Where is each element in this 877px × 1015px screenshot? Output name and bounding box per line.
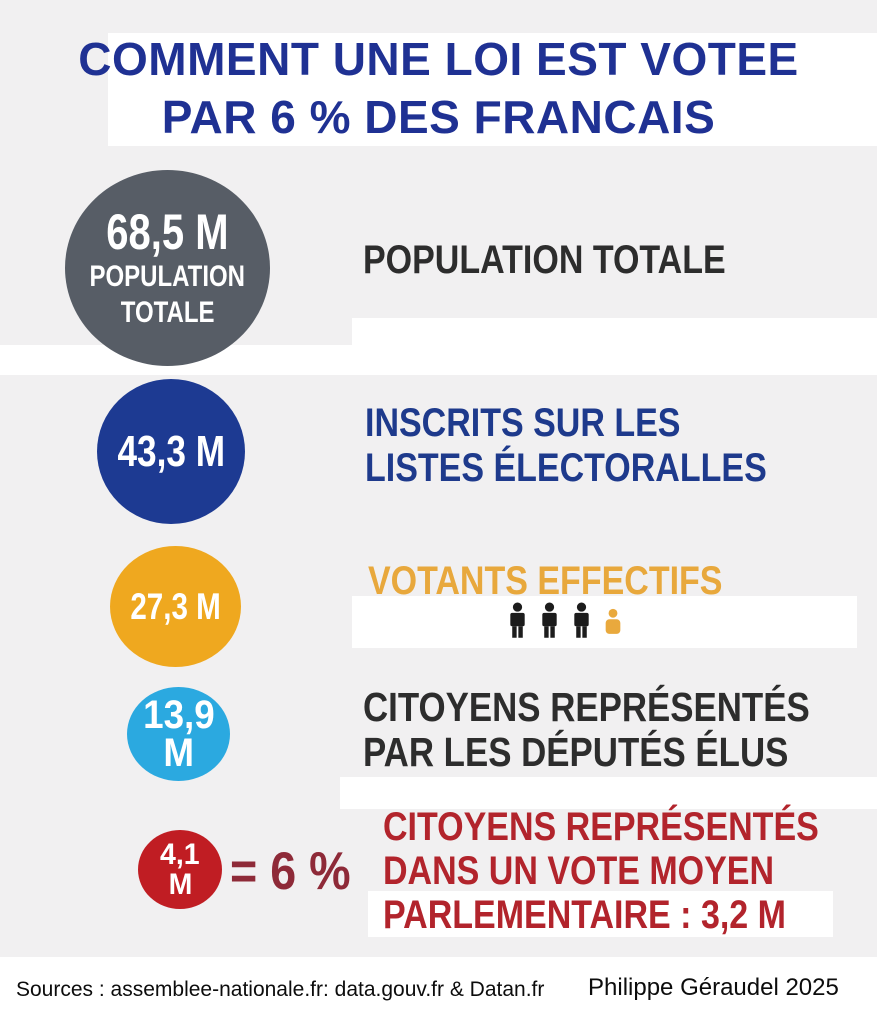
- label-vote-moyen: CITOYENS REPRÉSENTÉS DANS UN VOTE MOYEN …: [383, 805, 819, 937]
- label-line: VOTANTS EFFECTIFS: [368, 559, 723, 603]
- person-icon: [506, 602, 529, 639]
- label-line: DANS UN VOTE MOYEN: [383, 849, 775, 893]
- person-bust-icon: [602, 608, 624, 636]
- circle-value-unit: M: [168, 867, 192, 901]
- label-line: CITOYENS REPRÉSENTÉS: [383, 805, 819, 849]
- background-band: [340, 777, 877, 809]
- circle-value: 68,5 M: [106, 204, 229, 260]
- page-title: COMMENT UNE LOI EST VOTEE PAR 6 % DES FR…: [0, 30, 877, 146]
- circle-vote-moyen: 4,1 M: [138, 830, 222, 909]
- circle-inscrits: 43,3 M: [97, 379, 245, 524]
- label-line: POPULATION TOTALE: [363, 238, 726, 282]
- label-line: PARLEMENTAIRE : 3,2 M: [383, 893, 786, 937]
- footer-background-band: [0, 957, 877, 1015]
- person-icon: [538, 602, 561, 639]
- equals-six-percent: = 6 %: [230, 842, 351, 901]
- background-band: [352, 318, 877, 375]
- background-band: [368, 891, 833, 937]
- voter-icons-group: [506, 602, 624, 639]
- page-title-line1: COMMENT UNE LOI EST VOTEE: [78, 33, 799, 85]
- sources-text: Sources : assemblee-nationale.fr: data.g…: [16, 978, 545, 1001]
- circle-value: 43,3 M: [117, 426, 225, 476]
- label-population-totale: POPULATION TOTALE: [363, 238, 726, 283]
- circle-citoyens-deputes: 13,9 M: [127, 687, 230, 781]
- label-citoyens-deputes: CITOYENS REPRÉSENTÉS PAR LES DÉPUTÉS ÉLU…: [363, 685, 810, 775]
- label-line: LISTES ÉLECTORALLES: [365, 446, 767, 490]
- label-line: PAR LES DÉPUTÉS ÉLUS: [363, 729, 789, 775]
- circle-population-totale: 68,5 M POPULATION TOTALE: [65, 170, 270, 366]
- person-icon: [570, 602, 593, 639]
- page-title-line2: PAR 6 % DES FRANCAIS: [161, 91, 716, 143]
- circle-value: 27,3 M: [130, 585, 221, 627]
- circle-sublabel: TOTALE: [120, 296, 215, 329]
- label-inscrits: INSCRITS SUR LES LISTES ÉLECTORALLES: [365, 401, 767, 491]
- author-credit: Philippe Géraudel 2025: [588, 974, 839, 1001]
- title-background-band: [108, 33, 877, 146]
- circle-value: 4,1: [160, 837, 200, 871]
- label-line: INSCRITS SUR LES: [365, 401, 681, 445]
- label-votants: VOTANTS EFFECTIFS: [368, 559, 722, 604]
- circle-votants: 27,3 M: [110, 546, 241, 667]
- circle-value-unit: M: [163, 731, 194, 775]
- circle-sublabel: POPULATION: [89, 260, 246, 293]
- circle-value: 13,9: [142, 693, 215, 737]
- background-band: [352, 596, 857, 648]
- label-line: CITOYENS REPRÉSENTÉS: [363, 684, 810, 730]
